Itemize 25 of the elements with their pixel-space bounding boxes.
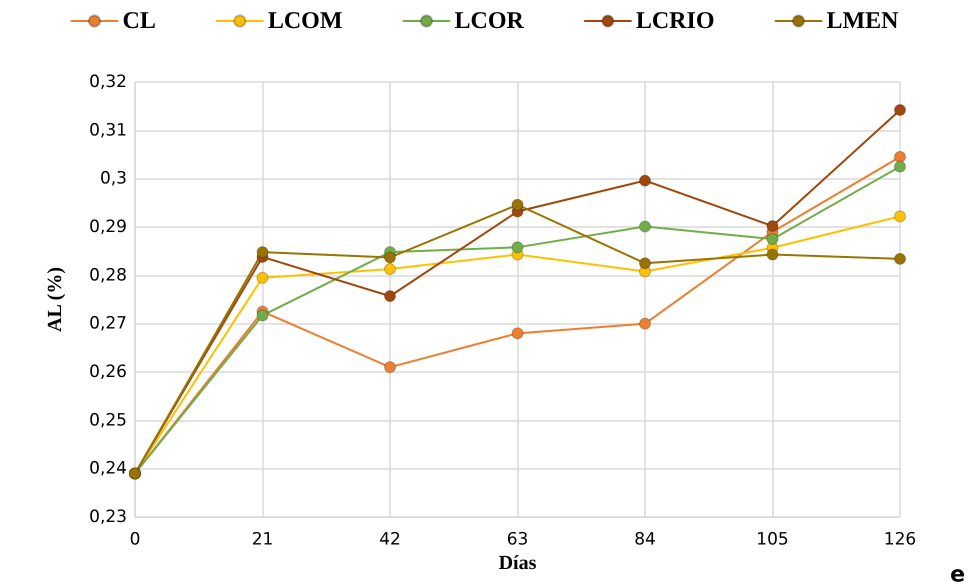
legend-label: LCOR xyxy=(454,8,524,34)
y-tick-label: 0,32 xyxy=(89,72,127,92)
y-tick-label: 0,26 xyxy=(89,362,127,382)
x-tick-label: 84 xyxy=(634,530,656,550)
y-tick-label: 0,29 xyxy=(89,217,127,237)
y-tick-label: 0,25 xyxy=(89,410,127,430)
legend-label: LCOM xyxy=(268,8,342,34)
x-tick-label: 63 xyxy=(506,530,528,550)
x-axis-title: Días xyxy=(498,552,537,574)
x-tick-label: 21 xyxy=(252,530,274,550)
x-tick-label: 105 xyxy=(756,530,789,550)
x-tick-label: 126 xyxy=(884,530,916,550)
y-tick-label: 0,31 xyxy=(89,120,127,140)
y-axis-title: AL (%) xyxy=(44,267,66,332)
legend-label: LCRIO xyxy=(636,8,715,34)
y-tick-label: 0,24 xyxy=(89,458,127,479)
y-tick-label: 0,27 xyxy=(89,314,127,334)
y-tick-label: 0,23 xyxy=(89,507,127,527)
x-tick-label: 42 xyxy=(379,530,401,550)
text: e xyxy=(950,562,965,586)
y-tick-label: 0,3 xyxy=(100,168,127,189)
legend-label: LMEN xyxy=(826,8,900,34)
x-tick-label: 0 xyxy=(130,530,140,550)
y-tick-label: 0,28 xyxy=(89,265,127,286)
legend-label: CL xyxy=(122,8,156,34)
